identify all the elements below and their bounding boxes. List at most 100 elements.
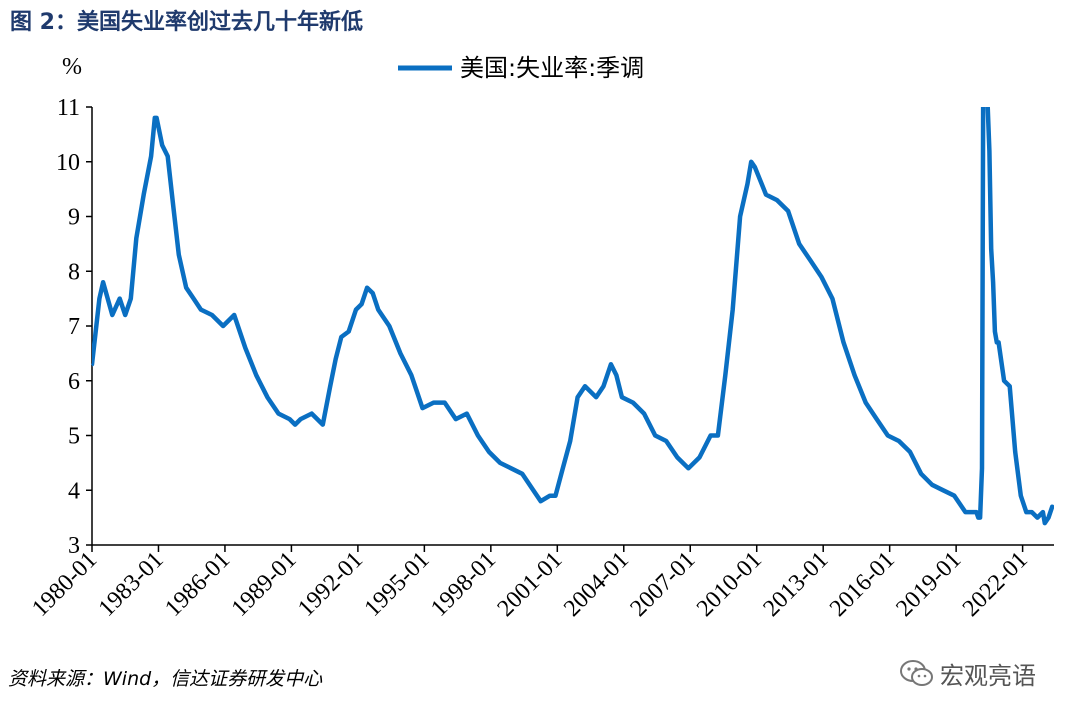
data-point (388, 325, 391, 327)
data-point (576, 396, 579, 399)
data-point (124, 314, 126, 316)
data-point (665, 440, 667, 442)
y-tick-label: 7 (68, 314, 80, 340)
data-point (988, 150, 991, 152)
data-point (172, 204, 174, 207)
data-point (562, 467, 564, 470)
data-point (1008, 385, 1011, 388)
data-point (510, 467, 512, 470)
data-point (698, 456, 701, 459)
data-point (1014, 451, 1016, 453)
data-point (371, 292, 374, 294)
data-point (178, 254, 180, 256)
y-tick-label: 11 (57, 95, 80, 121)
data-point (360, 303, 363, 305)
data-point (347, 330, 350, 333)
data-point (1051, 505, 1053, 508)
data-point (1047, 516, 1050, 519)
data-point (118, 297, 121, 300)
data-point (130, 297, 132, 300)
data-point (288, 418, 291, 420)
data-point (488, 451, 490, 453)
y-axis-ticks: 3 4 5 6 7 8 9 10 11 (56, 95, 92, 559)
data-point (161, 144, 163, 147)
data-point (1042, 511, 1044, 513)
data-point (244, 347, 247, 349)
data-point (294, 423, 296, 426)
x-tick-label: 1986-01 (160, 547, 235, 622)
data-point (676, 456, 679, 459)
x-tick-label: 2007-01 (626, 547, 701, 622)
data-point (994, 330, 996, 333)
data-point (584, 385, 586, 388)
data-point (334, 358, 337, 360)
y-tick-label: 4 (68, 478, 80, 504)
data-point (233, 314, 235, 316)
data-point (979, 516, 981, 519)
data-point (1031, 511, 1033, 513)
data-point (366, 286, 368, 289)
data-point (421, 407, 424, 409)
data-point (569, 440, 571, 442)
data-point (820, 275, 823, 278)
data-point (1003, 380, 1005, 382)
data-point (1036, 516, 1039, 519)
data-point (266, 396, 269, 399)
data-point (887, 434, 889, 437)
data-point (996, 341, 998, 344)
data-points (91, 117, 1053, 524)
data-point (91, 363, 93, 366)
series-line-unemployment (92, 107, 1054, 526)
data-point (299, 418, 302, 420)
data-point (621, 396, 623, 399)
data-point (155, 117, 158, 119)
data-point (142, 193, 145, 196)
data-point (185, 286, 187, 289)
data-point (953, 494, 956, 497)
data-point (898, 440, 900, 442)
data-point (222, 325, 224, 327)
data-point (746, 182, 749, 185)
data-point (754, 166, 756, 168)
legend-label: 美国:失业率:季调 (460, 54, 644, 82)
x-tick-label: 2022-01 (958, 547, 1033, 622)
x-tick-label: 2010-01 (692, 547, 767, 622)
data-point (166, 155, 169, 158)
data-point (990, 248, 992, 251)
source-note: 资料来源：Wind，信达证券研发中心 (8, 668, 323, 690)
data-point (931, 484, 933, 486)
data-point (765, 193, 767, 196)
data-point (595, 396, 597, 399)
legend: 美国:失业率:季调 (398, 54, 644, 82)
data-point (154, 117, 156, 119)
data-point (549, 494, 551, 497)
data-point (920, 473, 922, 475)
x-tick-label: 1983-01 (94, 547, 169, 622)
x-tick-label: 2004-01 (559, 547, 634, 622)
data-point (443, 401, 446, 404)
watermark-text: 宏观亮语 (940, 662, 1036, 690)
data-point (277, 412, 280, 415)
data-point (709, 434, 712, 437)
data-point (192, 297, 195, 300)
data-point (322, 423, 324, 426)
y-tick-label: 10 (56, 150, 80, 176)
data-point (111, 314, 114, 316)
x-axis-ticks: 1980-011983-011986-011989-011992-011995-… (27, 545, 1033, 622)
data-point (632, 401, 634, 404)
data-point (521, 473, 523, 475)
data-point (477, 434, 479, 437)
data-point (499, 462, 501, 464)
data-point (654, 434, 656, 437)
data-point (750, 161, 752, 163)
data-point (997, 341, 1000, 344)
data-point (831, 297, 834, 300)
data-point (687, 467, 690, 470)
data-point (992, 281, 994, 284)
data-point (724, 374, 727, 377)
data-point (809, 259, 812, 262)
data-point (853, 374, 856, 377)
data-point (981, 467, 983, 470)
data-point (432, 401, 435, 404)
data-point (1025, 511, 1028, 513)
